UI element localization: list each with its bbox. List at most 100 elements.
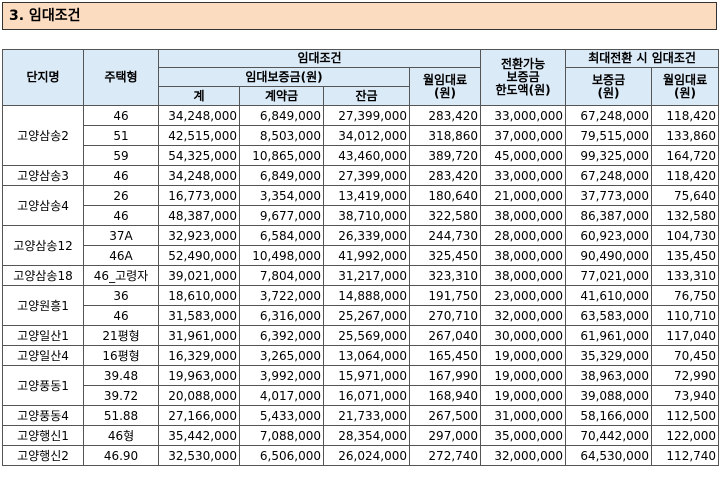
convertible-limit: 38,000,000 bbox=[480, 245, 567, 266]
housing-type: 37A bbox=[83, 225, 159, 246]
balance: 41,992,000 bbox=[323, 245, 410, 266]
balance: 14,888,000 bbox=[323, 285, 410, 306]
header-convertible-limit: 전환가능 보증금 한도액(원) bbox=[480, 49, 567, 106]
housing-type: 46 bbox=[83, 165, 159, 186]
max-deposit: 58,166,000 bbox=[565, 405, 653, 426]
convertible-limit: 38,000,000 bbox=[480, 205, 567, 226]
max-deposit: 37,773,000 bbox=[565, 185, 653, 206]
contract-fee: 6,584,000 bbox=[239, 225, 324, 246]
max-deposit: 79,515,000 bbox=[565, 125, 653, 146]
max-deposit: 90,490,000 bbox=[565, 245, 653, 266]
complex-name: 고양풍동1 bbox=[2, 365, 84, 406]
max-monthly-rent: 76,750 bbox=[651, 285, 720, 306]
max-monthly-rent: 118,420 bbox=[651, 165, 720, 186]
contract-fee: 3,354,000 bbox=[239, 185, 324, 206]
balance: 31,217,000 bbox=[323, 265, 410, 286]
contract-fee: 7,088,000 bbox=[239, 425, 324, 446]
header-deposit-group: 임대보증금(원) bbox=[158, 67, 410, 87]
deposit-total: 16,773,000 bbox=[158, 185, 240, 206]
deposit-total: 18,610,000 bbox=[158, 285, 240, 306]
table-row: 고양삼송4 26 16,773,000 3,354,000 13,419,000… bbox=[2, 185, 720, 226]
complex-name: 고양삼송18 bbox=[2, 265, 84, 286]
header-rent-conditions: 임대조건 bbox=[157, 49, 482, 68]
max-deposit: 77,021,000 bbox=[565, 265, 653, 286]
header-total: 계 bbox=[158, 86, 240, 106]
balance: 38,710,000 bbox=[323, 205, 410, 226]
deposit-total: 32,923,000 bbox=[158, 225, 240, 246]
convertible-limit: 28,000,000 bbox=[480, 225, 567, 246]
convertible-limit: 30,000,000 bbox=[480, 325, 567, 346]
monthly-rent: 267,500 bbox=[408, 405, 482, 426]
contract-fee: 7,804,000 bbox=[239, 265, 324, 286]
convertible-limit: 31,000,000 bbox=[480, 405, 567, 426]
table-row: 51 42,515,000 8,503,000 34,012,000 318,8… bbox=[3, 125, 720, 146]
monthly-rent: 272,740 bbox=[408, 445, 482, 466]
deposit-total: 19,963,000 bbox=[158, 365, 240, 386]
convertible-limit: 38,000,000 bbox=[480, 265, 567, 286]
complex-name: 고양삼송2 bbox=[2, 105, 84, 166]
monthly-rent: 180,640 bbox=[408, 185, 482, 206]
balance: 25,569,000 bbox=[323, 325, 410, 346]
table-row: 고양삼송12 37A 32,923,000 6,584,000 26,339,0… bbox=[2, 225, 720, 266]
max-monthly-rent: 75,640 bbox=[651, 185, 720, 206]
deposit-total: 48,387,000 bbox=[158, 205, 240, 226]
housing-type: 39.48 bbox=[83, 365, 159, 386]
contract-fee: 10,865,000 bbox=[239, 145, 324, 166]
balance: 16,071,000 bbox=[323, 385, 410, 406]
max-monthly-rent: 70,450 bbox=[651, 345, 720, 366]
table-row: 고양행신2 46.90 32,530,000 6,506,000 26,024,… bbox=[2, 445, 720, 466]
convertible-limit: 35,000,000 bbox=[480, 425, 567, 446]
convertible-limit: 19,000,000 bbox=[480, 365, 567, 386]
max-monthly-rent: 72,990 bbox=[651, 365, 720, 386]
housing-type: 51.88 bbox=[83, 405, 159, 426]
contract-fee: 8,503,000 bbox=[239, 125, 324, 146]
balance: 15,971,000 bbox=[323, 365, 410, 386]
header-balance: 잔금 bbox=[323, 86, 410, 106]
deposit-total: 20,088,000 bbox=[158, 385, 240, 406]
max-deposit: 86,387,000 bbox=[565, 205, 653, 226]
max-deposit: 99,325,000 bbox=[565, 145, 653, 166]
housing-type: 16평형 bbox=[83, 345, 159, 366]
header-type: 주택형 bbox=[83, 49, 159, 106]
max-deposit: 67,248,000 bbox=[565, 165, 653, 186]
contract-fee: 3,722,000 bbox=[239, 285, 324, 306]
max-monthly-rent: 132,580 bbox=[651, 205, 720, 226]
max-deposit: 60,923,000 bbox=[565, 225, 653, 246]
max-monthly-rent: 112,740 bbox=[651, 445, 720, 466]
complex-name: 고양일산4 bbox=[2, 345, 84, 366]
complex-name: 고양삼송12 bbox=[2, 225, 84, 266]
monthly-rent: 244,730 bbox=[408, 225, 482, 246]
max-monthly-rent: 164,720 bbox=[651, 145, 720, 166]
table-row: 고양일산4 16평형 16,329,000 3,265,000 13,064,0… bbox=[2, 345, 720, 366]
monthly-rent: 283,420 bbox=[408, 165, 482, 186]
table-row: 59 54,325,000 10,865,000 43,460,000 389,… bbox=[3, 145, 720, 166]
convertible-limit: 21,000,000 bbox=[480, 185, 567, 206]
monthly-rent: 165,450 bbox=[408, 345, 482, 366]
header-max-monthly-rent: 월임대료 (원) bbox=[651, 67, 720, 106]
max-deposit: 35,329,000 bbox=[565, 345, 653, 366]
balance: 13,064,000 bbox=[323, 345, 410, 366]
table-row: 고양행신1 46형 35,442,000 7,088,000 28,354,00… bbox=[2, 425, 720, 446]
housing-type: 21평형 bbox=[83, 325, 159, 346]
max-monthly-rent: 122,000 bbox=[651, 425, 720, 446]
complex-name: 고양삼송4 bbox=[2, 185, 84, 226]
table-row: 39.72 20,088,000 4,017,000 16,071,000 16… bbox=[3, 385, 720, 406]
contract-fee: 5,433,000 bbox=[239, 405, 324, 426]
contract-fee: 6,392,000 bbox=[239, 325, 324, 346]
balance: 25,267,000 bbox=[323, 305, 410, 326]
balance: 34,012,000 bbox=[323, 125, 410, 146]
monthly-rent: 322,580 bbox=[408, 205, 482, 226]
monthly-rent: 267,040 bbox=[408, 325, 482, 346]
header-complex: 단지명 bbox=[2, 49, 84, 106]
convertible-limit: 33,000,000 bbox=[480, 105, 567, 126]
convertible-limit: 45,000,000 bbox=[480, 145, 567, 166]
max-deposit: 70,442,000 bbox=[565, 425, 653, 446]
monthly-rent: 389,720 bbox=[408, 145, 482, 166]
max-deposit: 61,961,000 bbox=[565, 325, 653, 346]
table-row: 고양일산1 21평형 31,961,000 6,392,000 25,569,0… bbox=[2, 325, 720, 346]
deposit-total: 16,329,000 bbox=[158, 345, 240, 366]
deposit-total: 32,530,000 bbox=[158, 445, 240, 466]
monthly-rent: 323,310 bbox=[408, 265, 482, 286]
table-row: 46 48,387,000 9,677,000 38,710,000 322,5… bbox=[3, 205, 720, 226]
housing-type: 46 bbox=[83, 105, 159, 126]
